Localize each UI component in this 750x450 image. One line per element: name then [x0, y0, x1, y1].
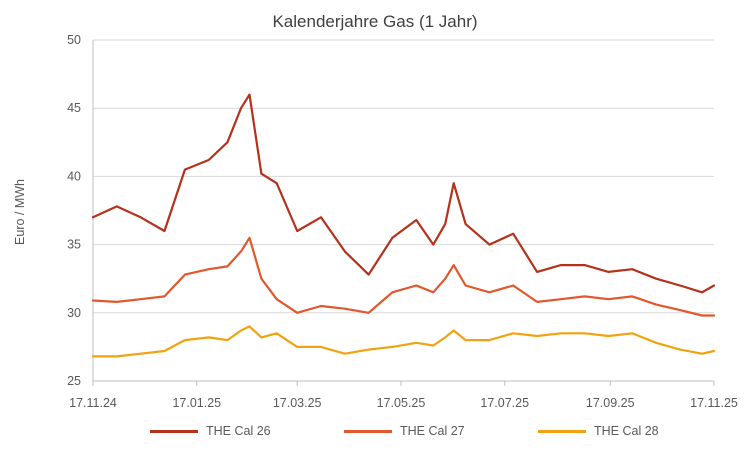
series-line-the-cal-28: [91, 325, 716, 358]
x-tick-label: 17.03.25: [273, 396, 322, 410]
legend-item-cal26: THE Cal 26: [150, 424, 271, 438]
y-tick-label: 30: [67, 306, 81, 320]
series-lines: [91, 93, 716, 358]
gridlines: [93, 39, 714, 314]
legend-item-cal27: THE Cal 27: [344, 424, 465, 438]
y-tick-label: 50: [67, 33, 81, 47]
chart-title: Kalenderjahre Gas (1 Jahr): [272, 12, 478, 31]
legend-item-cal28: THE Cal 28: [538, 424, 659, 438]
y-tick-label: 25: [67, 374, 81, 388]
x-tick-label: 17.11.24: [69, 396, 117, 410]
y-tick-label: 40: [67, 169, 81, 183]
y-tick-label: 35: [67, 238, 81, 252]
legend-label-cal27: THE Cal 27: [400, 424, 465, 438]
x-tick-label: 17.05.25: [377, 396, 426, 410]
legend-label-cal26: THE Cal 26: [206, 424, 271, 438]
axes: 25 30 35 40 45 50 17.11.24 17.01.25 17.03.25 17.0…: [67, 33, 738, 410]
x-tick-label: 17.09.25: [586, 396, 635, 410]
y-axis-label: Euro / MWh: [13, 179, 27, 245]
legend-swatch-cal27: [344, 429, 392, 433]
x-tick-label: 17.11.25: [690, 396, 738, 410]
legend: THE Cal 26 THE Cal 27 THE Cal 28: [0, 424, 750, 442]
legend-label-cal28: THE Cal 28: [594, 424, 659, 438]
series-line-the-cal-27: [91, 236, 716, 317]
y-tick-label: 45: [67, 101, 81, 115]
legend-swatch-cal28: [538, 429, 586, 433]
series-line-the-cal-26: [91, 93, 716, 294]
legend-swatch-cal26: [150, 429, 198, 433]
x-tick-label: 17.01.25: [172, 396, 221, 410]
x-tick-label: 17.07.25: [480, 396, 529, 410]
